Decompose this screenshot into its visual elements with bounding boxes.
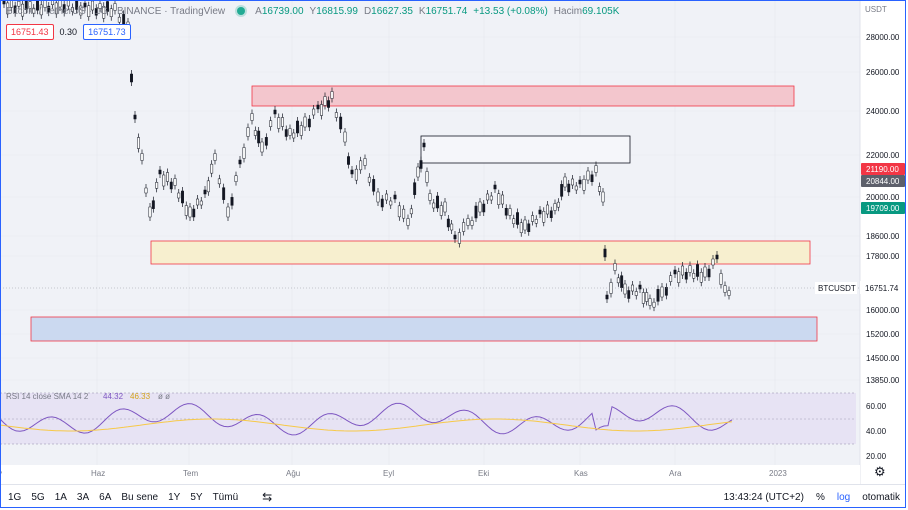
- order-buttons: 16751.43 0.30 16751.73: [6, 24, 131, 40]
- rsi-axis: 60.00 40.00 20.00: [866, 402, 887, 461]
- order-block-zone[interactable]: [420, 135, 631, 164]
- market-open-icon: [237, 7, 246, 15]
- timeframe-1y[interactable]: 1Y: [168, 491, 181, 503]
- log-toggle[interactable]: log: [836, 491, 851, 503]
- timeframe-5y[interactable]: 5Y: [190, 491, 203, 503]
- rsi-tick: 40.00: [866, 427, 887, 436]
- rsi-tick: 60.00: [866, 402, 887, 411]
- price-tick: 18600.00: [866, 232, 900, 241]
- price-tick: 28000.00: [866, 33, 900, 42]
- price-change: +13.53 (+0.08%): [473, 5, 548, 17]
- percent-toggle[interactable]: %: [815, 491, 825, 503]
- svg-text:44.32: 44.32: [103, 392, 124, 401]
- time-axis[interactable]: y Haz Tem Ağu Eyl Eki Kas Ara 2023: [0, 469, 787, 478]
- current-price-label: BTCUSDT 16751.74: [815, 281, 906, 294]
- settings-gear-icon[interactable]: ⚙: [874, 464, 886, 479]
- symbol-title[interactable]: Bitcoin / TetherUS · 1G · BINANCE · Trad…: [6, 5, 226, 17]
- rsi-sma-line: [0, 418, 733, 432]
- price-badge: [861, 175, 905, 187]
- price-tick: 24000.00: [866, 107, 900, 116]
- timeframe-5g[interactable]: 5G: [31, 491, 45, 503]
- time-tick: Haz: [91, 469, 105, 478]
- rsi-line: [0, 402, 733, 436]
- svg-text:RSI 14 close SMA 14 2: RSI 14 close SMA 14 2: [6, 392, 89, 401]
- price-tick: 15200.00: [866, 330, 900, 339]
- price-tick: 16000.00: [866, 306, 900, 315]
- rsi-band: [0, 393, 856, 444]
- goto-date-icon[interactable]: ⇆: [262, 490, 273, 504]
- price-badges: 21190.00 20844.00 19709.00: [861, 163, 905, 214]
- volume: Hacim69.105K: [553, 5, 620, 17]
- svg-text:46.33: 46.33: [130, 392, 151, 401]
- price-badge-label: 19709.00: [866, 204, 900, 213]
- ohlc-high: Y16815.99: [309, 5, 358, 17]
- price-axis[interactable]: 28000.00 26000.00 24000.00 22000.00 20000.00…: [866, 33, 900, 385]
- price-badge-label: 21190.00: [866, 165, 899, 174]
- rsi-tick: 20.00: [866, 452, 887, 461]
- price-tick: 13850.00: [866, 376, 900, 385]
- time-tick: Tem: [183, 469, 198, 478]
- time-tick: Ağu: [286, 469, 300, 478]
- price-tick: 22000.00: [866, 151, 900, 160]
- price-tick: 26000.00: [866, 68, 900, 77]
- time-tick: 2023: [769, 469, 787, 478]
- price-tick: 17800.00: [866, 252, 900, 261]
- price-axis-currency: USDT: [865, 5, 887, 14]
- bottom-toolbar: 1G 5G 1A 3A 6A Bu sene 1Y 5Y Tümü ⇆ 13:43:24 (UT…: [0, 484, 906, 509]
- symbol-legend[interactable]: Bitcoin / TetherUS · 1G · BINANCE · Trad…: [0, 0, 866, 22]
- time-tick: y: [0, 469, 2, 478]
- timeframe-1a[interactable]: 1A: [54, 491, 67, 503]
- ohlc-close: K16751.74: [418, 5, 468, 17]
- svg-text:BTCUSDT: BTCUSDT: [818, 284, 856, 293]
- time-tick: Eyl: [383, 469, 394, 478]
- svg-text:ø ø: ø ø: [158, 392, 170, 401]
- ohlc-open: A16739.00: [255, 5, 304, 17]
- resistance-zone[interactable]: [251, 85, 795, 107]
- spread-value: 0.30: [59, 27, 78, 37]
- timeframe-tümü[interactable]: Tümü: [212, 491, 239, 503]
- buy-button[interactable]: 16751.73: [83, 24, 131, 40]
- timeframe-6a[interactable]: 6A: [99, 491, 112, 503]
- rsi-legend[interactable]: RSI 14 close SMA 14 2 44.32 46.33 ø ø: [6, 392, 170, 401]
- time-tick: Eki: [478, 469, 489, 478]
- demand-zone[interactable]: [30, 316, 818, 342]
- support-zone[interactable]: [150, 240, 811, 265]
- ohlc-low: D16627.35: [363, 5, 413, 17]
- auto-toggle[interactable]: otomatik: [862, 491, 900, 503]
- sell-button[interactable]: 16751.43: [6, 24, 54, 40]
- timeframe-3a[interactable]: 3A: [76, 491, 90, 503]
- price-badge: [861, 163, 905, 175]
- time-tick: Ara: [669, 469, 682, 478]
- price-badge: [861, 202, 905, 214]
- price-badge-label: 20844.00: [866, 177, 900, 186]
- svg-text:16751.74: 16751.74: [865, 284, 899, 293]
- timeframe-buttons: 1G 5G 1A 3A 6A Bu sene 1Y 5Y Tümü: [8, 492, 238, 503]
- timeframe-bu-sene[interactable]: Bu sene: [121, 491, 159, 503]
- clock[interactable]: 13:43:24 (UTC+2): [723, 491, 804, 503]
- time-tick: Kas: [574, 469, 588, 478]
- timeframe-1g[interactable]: 1G: [8, 491, 22, 503]
- price-tick: 14500.00: [866, 354, 900, 363]
- price-tick: 20000.00: [866, 193, 900, 202]
- candles: [2, 0, 731, 312]
